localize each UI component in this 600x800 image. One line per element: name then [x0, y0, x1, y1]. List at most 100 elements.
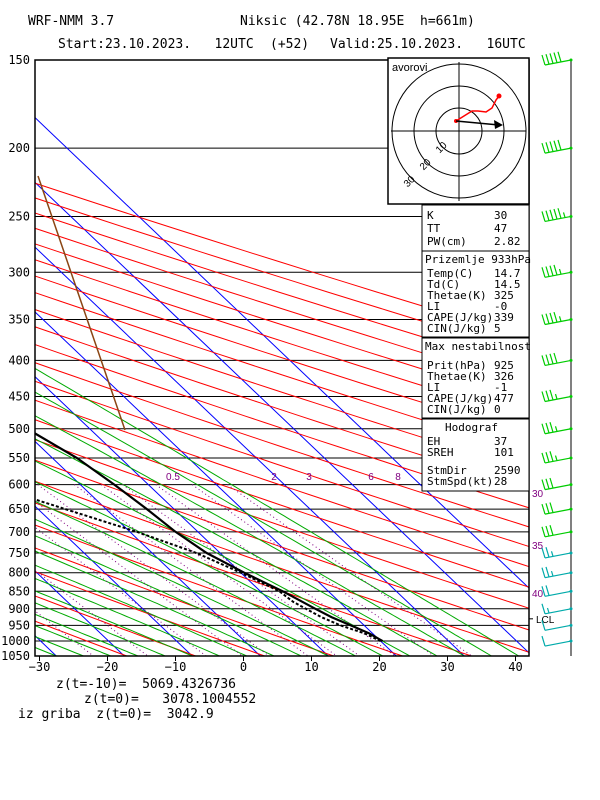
surface-value: 325	[494, 289, 514, 302]
wind-barb	[541, 585, 573, 597]
mixing-ratio-line	[191, 484, 435, 656]
surface-value: 14.5	[494, 278, 521, 291]
wind-barb	[541, 421, 573, 435]
mixing-ratio-line	[35, 500, 243, 656]
wind-barb	[541, 635, 573, 647]
max-key: Thetae(K)	[427, 370, 487, 383]
moist-adiabat	[35, 500, 356, 656]
hodo-value: 2590	[494, 464, 521, 477]
temperature-profile	[35, 432, 384, 643]
mixing-ratio-line	[37, 484, 270, 656]
wind-barb	[541, 352, 573, 367]
isotherm	[35, 246, 465, 656]
surface-key: Thetae(K)	[427, 289, 487, 302]
mixing-ratio-label: 0.5	[166, 472, 180, 483]
temp-tick-label: −20	[97, 660, 119, 674]
moist-adiabat	[35, 438, 438, 656]
wind-barb	[541, 502, 573, 515]
pressure-tick-label: 500	[8, 422, 30, 436]
pressure-tick-label: 1000	[1, 634, 30, 648]
mixing-ratio-label: 3	[306, 472, 312, 483]
mixing-ratio-line	[100, 484, 338, 656]
wind-barb	[541, 51, 573, 66]
pressure-tick-label: 200	[8, 141, 30, 155]
wind-barb	[541, 620, 573, 631]
max-key: LI	[427, 381, 440, 394]
index-value: 47	[494, 222, 507, 235]
pressure-tick-label: 1050	[1, 649, 30, 663]
surface-value: -0	[494, 300, 507, 313]
surface-key: Temp(C)	[427, 267, 473, 280]
hodo-panel-title: Hodograf	[445, 421, 498, 434]
mixing-ratio-line	[74, 484, 309, 656]
dry-adiabat	[35, 524, 403, 656]
wind-barb	[541, 525, 573, 538]
wind-barb	[541, 546, 573, 559]
moist-adiabat	[35, 367, 519, 656]
dry-adiabat	[35, 212, 529, 370]
moist-adiabat	[35, 391, 492, 656]
moist-adiabat	[35, 577, 220, 656]
hodograph-title: avorovi	[392, 62, 427, 74]
temp-tick-label: 20	[372, 660, 386, 674]
wind-barb	[541, 264, 573, 278]
isotherm	[35, 311, 397, 656]
dry-adiabat	[35, 362, 529, 528]
max-key: Prit(hPa)	[427, 359, 487, 372]
temp-tick-label: 30	[440, 660, 454, 674]
pressure-tick-label: 350	[8, 313, 30, 327]
mixing-ratio-label: 8	[395, 472, 401, 483]
moist-adiabat	[35, 564, 247, 656]
pressure-tick-label: 950	[8, 618, 30, 632]
index-key: TT	[427, 222, 441, 235]
max-value: 477	[494, 392, 514, 405]
mixing-ratio-line	[35, 569, 149, 656]
temp-tick-label: 40	[508, 660, 522, 674]
dry-adiabat	[35, 459, 529, 631]
brown-adiabat	[37, 175, 126, 431]
model-title: WRF-NMM 3.7	[28, 14, 115, 29]
pressure-tick-label: 750	[8, 546, 30, 560]
moist-adiabat	[35, 518, 329, 656]
isotherm	[35, 181, 529, 654]
max-value: 0	[494, 403, 501, 416]
surface-panel	[421, 250, 530, 338]
moist-adiabat	[35, 590, 193, 656]
dry-adiabat	[35, 227, 529, 386]
lcl-label: LCL	[536, 615, 555, 626]
wind-barb	[541, 451, 573, 464]
freezing-level-0: z(t=0)= 3078.1004552	[84, 692, 257, 707]
moist-adiabat	[35, 460, 411, 656]
dry-adiabat	[35, 259, 529, 420]
dry-adiabat	[35, 243, 529, 403]
pressure-tick-label: 450	[8, 389, 30, 403]
isotherm	[35, 375, 329, 656]
isotherm	[35, 440, 261, 656]
hodograph: avorovi 10 20 30	[387, 57, 530, 205]
max-value: 925	[494, 359, 514, 372]
wind-barb	[541, 139, 573, 154]
max-key: CAPE(J/kg)	[427, 392, 493, 405]
dry-adiabat	[35, 571, 265, 656]
temp-tick-label: −10	[165, 660, 187, 674]
mixing-ratio-label: 6	[368, 472, 374, 483]
surface-value: 5	[494, 322, 501, 335]
max-value: -1	[494, 381, 507, 394]
isotherm	[35, 116, 529, 589]
thetae-label: 35	[532, 541, 544, 552]
surface-key: CIN(J/kg)	[427, 322, 487, 335]
moist-adiabat	[35, 602, 166, 656]
pressure-tick-label: 800	[8, 566, 30, 580]
wind-barb	[541, 603, 573, 615]
surface-key: LI	[427, 300, 440, 313]
thetae-label: 30	[532, 489, 544, 500]
dry-adiabat	[35, 197, 529, 355]
dry-adiabat	[35, 399, 529, 568]
dry-adiabat	[35, 480, 529, 653]
dry-adiabat	[35, 380, 529, 548]
wind-barb	[541, 208, 573, 223]
surface-key: CAPE(J/kg)	[427, 311, 493, 324]
freezing-level-minus10: z(t=-10)= 5069.4326736	[56, 677, 237, 692]
pressure-tick-label: 150	[8, 53, 30, 67]
